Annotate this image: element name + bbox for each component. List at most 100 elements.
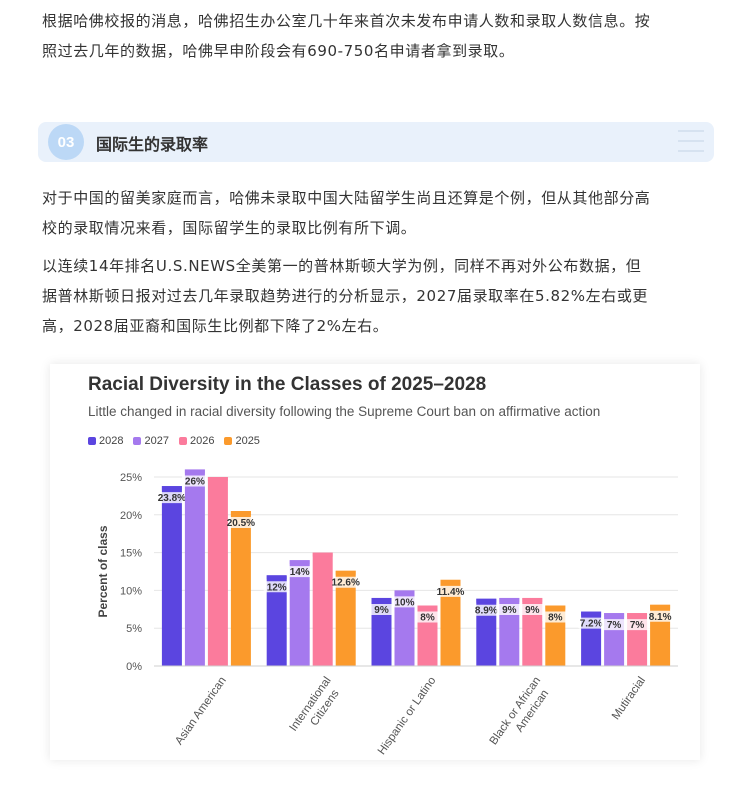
bar-2025 [335, 570, 356, 666]
bar-cap [499, 597, 520, 602]
data-label: 20.5% [227, 518, 255, 529]
y-tick-label: 25% [120, 472, 142, 484]
legend-label: 2027 [144, 435, 169, 447]
legend-swatch [224, 437, 233, 445]
data-label: 12% [267, 582, 287, 593]
body-paragraph-2: 以连续14年排名U.S.NEWS全美第一的普林斯顿大学为例，同样不再对外公布数据… [42, 251, 710, 341]
bar-cap [476, 598, 497, 603]
bar-cap [312, 552, 333, 557]
data-label-bg [332, 576, 359, 588]
section-title: 国际生的录取率 [96, 135, 209, 154]
bar-cap [522, 597, 543, 602]
data-label: 14% [290, 567, 310, 578]
data-label-bg [542, 611, 569, 623]
data-label-bg [437, 585, 464, 597]
bar-cap [545, 605, 566, 610]
data-label: 7% [607, 620, 622, 631]
data-label: 9% [502, 605, 517, 616]
data-label-bg [414, 611, 441, 623]
bar-2027 [289, 560, 310, 666]
bar-2027 [394, 590, 415, 666]
bar-2026 [522, 597, 543, 666]
data-label-bg [578, 617, 605, 629]
legend-item-2025: 2025 [224, 435, 260, 447]
data-label: 9% [525, 605, 540, 616]
bar-2026 [312, 552, 333, 666]
bar-cap [289, 560, 310, 565]
legend-label: 2028 [99, 435, 124, 447]
x-tick-label-line: Hispanic or Latino [376, 675, 439, 757]
x-tick-label: Asian American [173, 675, 229, 747]
body-p2-line-2: 据普林斯顿日报对过去几年录取趋势进行的分析显示，2027届录取率在5.82%左右… [42, 287, 649, 305]
intro-line-2: 照过去几年的数据，哈佛早申阶段会有690-750名申请者拿到录取。 [42, 42, 515, 60]
legend-label: 2025 [235, 435, 260, 447]
bar-cap [394, 590, 415, 595]
legend-item-2026: 2026 [178, 435, 215, 447]
intro-line-1: 根据哈佛校报的消息，哈佛招生办公室几十年来首次未发布申请人数和录取人数信息。按 [42, 12, 651, 30]
bar-cap [161, 486, 182, 491]
data-label: 12.6% [332, 578, 360, 589]
bar-2028 [161, 486, 182, 666]
data-label-bg [496, 603, 523, 615]
legend-swatch [88, 437, 96, 445]
data-label-bg [263, 581, 290, 593]
data-label-bg [519, 603, 546, 615]
body-p2-line-3: 高，2028届亚裔和国际生比例都下降了2%左右。 [42, 317, 389, 335]
bar-cap [650, 604, 671, 609]
bar-2028 [266, 575, 287, 666]
bar-cap [207, 477, 228, 481]
bar-2028 [371, 597, 392, 666]
bar-cap [440, 579, 461, 584]
y-tick-label: 20% [120, 510, 142, 522]
data-label: 11.4% [437, 587, 465, 598]
y-tick-label: 15% [120, 548, 142, 560]
legend-item-2027: 2027 [133, 435, 169, 447]
data-label-bg [473, 604, 500, 616]
menu-lines-icon [678, 130, 704, 154]
data-label: 8% [548, 613, 563, 624]
data-label: 7% [630, 620, 645, 631]
body-paragraph-1: 对于中国的留美家庭而言，哈佛未录取中国大陆留学生尚且还算是个例，但从其他部分高 … [42, 183, 710, 243]
data-label-bg [286, 566, 313, 578]
body-p1-line-2: 校的录取情况来看，国际留学生的录取比例有所下调。 [42, 219, 417, 237]
y-tick-label: 10% [120, 585, 142, 597]
legend-label: 2026 [189, 435, 215, 447]
bar-2027 [184, 469, 205, 666]
body-p1-line-1: 对于中国的留美家庭而言，哈佛未录取中国大陆留学生尚且还算是个例，但从其他部分高 [42, 189, 651, 207]
bar-cap [230, 511, 251, 516]
bar-2025 [440, 579, 461, 666]
data-label: 7.2% [580, 619, 603, 630]
y-tick-label: 5% [126, 623, 142, 635]
body-p2-line-1: 以连续14年排名U.S.NEWS全美第一的普林斯顿大学为例，同样不再对外公布数据… [42, 257, 642, 275]
data-label-bg [601, 619, 628, 631]
data-label: 10% [394, 597, 414, 608]
bar-2025 [230, 511, 251, 666]
x-tick-label: InternationalCitizens [288, 675, 346, 742]
chart-legend: 2028 2027 2026 2025 [88, 435, 260, 447]
x-tick-label-line: Asian American [173, 675, 229, 747]
bar-cap [581, 611, 602, 616]
data-label-bg [368, 603, 395, 615]
bar-cap [184, 469, 205, 474]
legend-swatch [178, 437, 187, 445]
data-label: 8.9% [475, 606, 498, 617]
bar-cap [604, 613, 625, 618]
legend-item-2028: 2028 [88, 435, 123, 447]
data-label-bg [181, 475, 208, 487]
section-header: 03 国际生的录取率 [38, 122, 714, 162]
bar-cap [371, 597, 392, 602]
bar-cap [417, 605, 438, 610]
x-tick-label-line: Mutiracial [610, 675, 648, 722]
chart-title: Racial Diversity in the Classes of 2025–… [88, 374, 487, 395]
chart-subtitle: Little changed in racial diversity follo… [88, 404, 601, 419]
data-label-bg [647, 610, 674, 622]
legend-swatch [133, 437, 142, 445]
data-label-bg [158, 492, 185, 504]
data-label-bg [227, 517, 254, 529]
data-label-bg [624, 619, 651, 631]
bar-2027 [499, 597, 520, 666]
bar-cap [335, 570, 356, 575]
bar-cap [266, 575, 287, 580]
y-axis-label: Percent of class [96, 525, 110, 617]
data-label-bg [391, 596, 418, 608]
